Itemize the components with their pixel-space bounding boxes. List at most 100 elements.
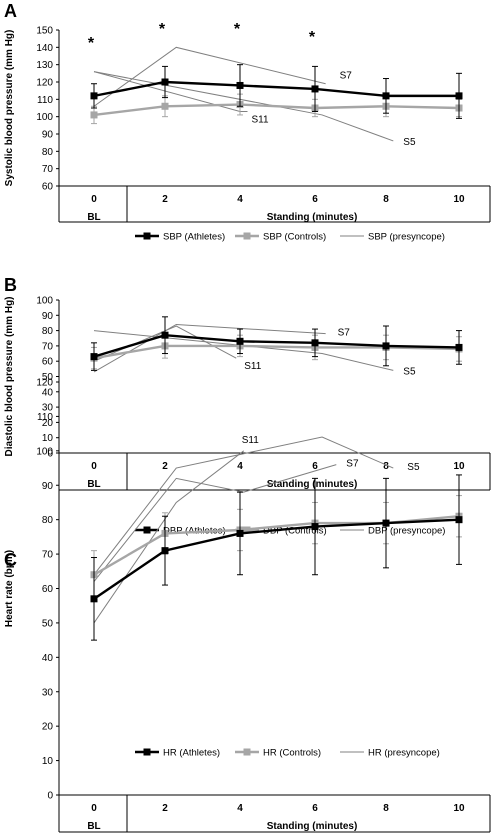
panel-b-subject-label-s11: S11 [244, 361, 261, 372]
panel-c-y-tick-label: 0 [47, 791, 53, 802]
panel-a-legend-swatch-marker [243, 232, 251, 240]
panel-c-y-axis-label: Heart rate (bpm) [4, 550, 15, 627]
panel-a-y-tick-label: 150 [36, 26, 53, 37]
panel-c-y-tick-label: 30 [42, 687, 54, 698]
panel-a-athletes-marker [90, 92, 98, 100]
panel-c-presyncope-line-s7 [93, 464, 337, 582]
panel-c-y-tick-label: 80 [42, 515, 54, 526]
panel-c-athletes-marker [236, 529, 244, 537]
panel-b-x-tick-label: 8 [383, 461, 389, 472]
panel-a-legend-label: SBP (Controls) [263, 232, 326, 243]
panel-letter-c: C [4, 550, 17, 570]
panel-c-x-tick-label: 4 [237, 803, 243, 814]
panel-a-y-axis-label: Systolic blood pressure (mm Hg) [4, 30, 15, 187]
panel-a-legend-label: SBP (presyncope) [368, 232, 445, 243]
panel-b-athletes-marker [382, 342, 390, 350]
panel-b-y-tick-label: 80 [42, 326, 54, 337]
panel-a-y-tick-label: 110 [37, 95, 53, 106]
panel-c-y-tick-label: 50 [42, 618, 54, 629]
panel-b-presyncope-line-s7 [93, 323, 326, 373]
panel-a-subject-label-s7: S7 [340, 71, 353, 82]
panel-letter-a: A [4, 1, 17, 21]
panel-b-athletes-marker [455, 343, 463, 351]
panel-b-x-tick-label: 10 [453, 461, 465, 472]
panel-c-legend-label: HR (presyncope) [368, 748, 440, 759]
panel-c-athletes-line [93, 518, 460, 600]
panel-c-y-tick-label: 20 [42, 722, 54, 733]
panel-letter-b: B [4, 275, 17, 295]
panel-c-y-tick-label: 10 [42, 756, 54, 767]
panel-c-x-tick-label: 0 [91, 803, 97, 814]
panel-b-y-tick-label: 100 [36, 296, 53, 307]
panel-b-y-tick-label: 20 [42, 418, 54, 429]
panel-b-group-label-standing: Standing (minutes) [267, 479, 358, 490]
panel-b-y-tick-label: 50 [42, 372, 54, 383]
panel-a-x-tick-label: 10 [453, 194, 465, 205]
panel-c-athletes-marker [382, 519, 390, 527]
panel-c-presyncope-line-s5 [93, 436, 394, 576]
panel-b-group-label-bl: BL [87, 479, 100, 490]
panel-b-athletes-marker [311, 339, 319, 347]
panel-c-legend-swatch-marker [243, 748, 251, 756]
panel-b-athletes-marker [161, 331, 169, 339]
panel-a-presyncope-line-s7 [93, 46, 326, 107]
panel-a-x-tick-label: 8 [383, 194, 389, 205]
panel-a-x-tick-label: 6 [312, 194, 318, 205]
panel-b-y-tick-label: 40 [42, 387, 54, 398]
panel-a-legend-label: SBP (Athletes) [163, 232, 225, 243]
panel-c-y-tick-label: 40 [42, 653, 54, 664]
panel-a-athletes-marker [311, 85, 319, 93]
panel-a-group-label-standing: Standing (minutes) [267, 212, 358, 223]
panel-c-athletes-marker [90, 595, 98, 603]
panel-c-legend-label: HR (Athletes) [163, 748, 220, 759]
panel-b-x-tick-label: 0 [91, 461, 97, 472]
panel-c-y-tick-label: 100 [36, 446, 53, 457]
panel-b-y-tick-label: 30 [42, 403, 54, 414]
panel-a-controls-marker [90, 111, 98, 119]
panel-c-group-label-standing: Standing (minutes) [267, 821, 358, 832]
panel-b-y-tick-label: 70 [42, 341, 54, 352]
panel-c-y-tick-label: 60 [42, 584, 54, 595]
panel-c-x-tick-label: 10 [453, 803, 465, 814]
panel-c-subject-label-s5: S5 [407, 462, 420, 473]
panel-b-y-tick-label: 90 [42, 311, 54, 322]
panel-a-significance-star: * [309, 29, 316, 46]
panel-b-y-axis-label: Diastolic blood pressure (mm Hg) [4, 296, 15, 456]
panel-a-y-tick-label: 130 [36, 60, 53, 71]
panel-a-athletes-marker [382, 92, 390, 100]
panel-a-subject-label-s5: S5 [403, 137, 416, 148]
panel-c-subject-label-s7: S7 [346, 459, 359, 470]
panel-c-x-tick-label: 8 [383, 803, 389, 814]
panel-a-y-tick-label: 140 [36, 43, 53, 54]
panel-a-presyncope-line-s5 [93, 71, 394, 142]
panel-b-athletes-line [93, 333, 460, 358]
panel-b-subject-label-s5: S5 [403, 366, 416, 377]
panel-c-group-label-bl: BL [87, 821, 100, 832]
panel-c-y-tick-label: 120 [36, 378, 53, 389]
panel-c-x-tick-label: 6 [312, 803, 318, 814]
panel-a-x-tick-label: 0 [91, 194, 97, 205]
panel-c-presyncope-line-s11 [93, 450, 245, 624]
panel-b-y-tick-label: 60 [42, 357, 54, 368]
panel-c-athletes-marker [455, 516, 463, 524]
panel-b-y-tick-label: 0 [47, 449, 53, 460]
panel-a-y-tick-label: 60 [42, 182, 54, 193]
panel-a-x-tick-label: 2 [162, 194, 168, 205]
panel-c-y-tick-label: 70 [42, 550, 54, 561]
panel-c-legend-swatch-marker [143, 748, 151, 756]
panel-a-y-tick-label: 90 [42, 130, 54, 141]
panel-b-y-tick-label: 10 [42, 433, 54, 444]
panel-a-y-tick-label: 70 [42, 164, 54, 175]
panel-b-athletes-marker [236, 337, 244, 345]
panel-b-presyncope-line-s5 [93, 330, 394, 371]
panel-c-legend-label: HR (Controls) [263, 748, 321, 759]
panel-a-x-tick-label: 4 [237, 194, 243, 205]
panel-a-y-tick-label: 80 [42, 147, 54, 158]
panel-a-group-label-bl: BL [87, 212, 100, 223]
panel-c-y-tick-label: 110 [37, 412, 53, 423]
panel-a-significance-star: * [234, 21, 241, 38]
panel-a-subject-label-s11: S11 [252, 114, 269, 125]
panel-b-subject-label-s7: S7 [338, 328, 351, 339]
panel-b-x-tick-label: 6 [312, 461, 318, 472]
panel-a-y-tick-label: 100 [36, 112, 53, 123]
